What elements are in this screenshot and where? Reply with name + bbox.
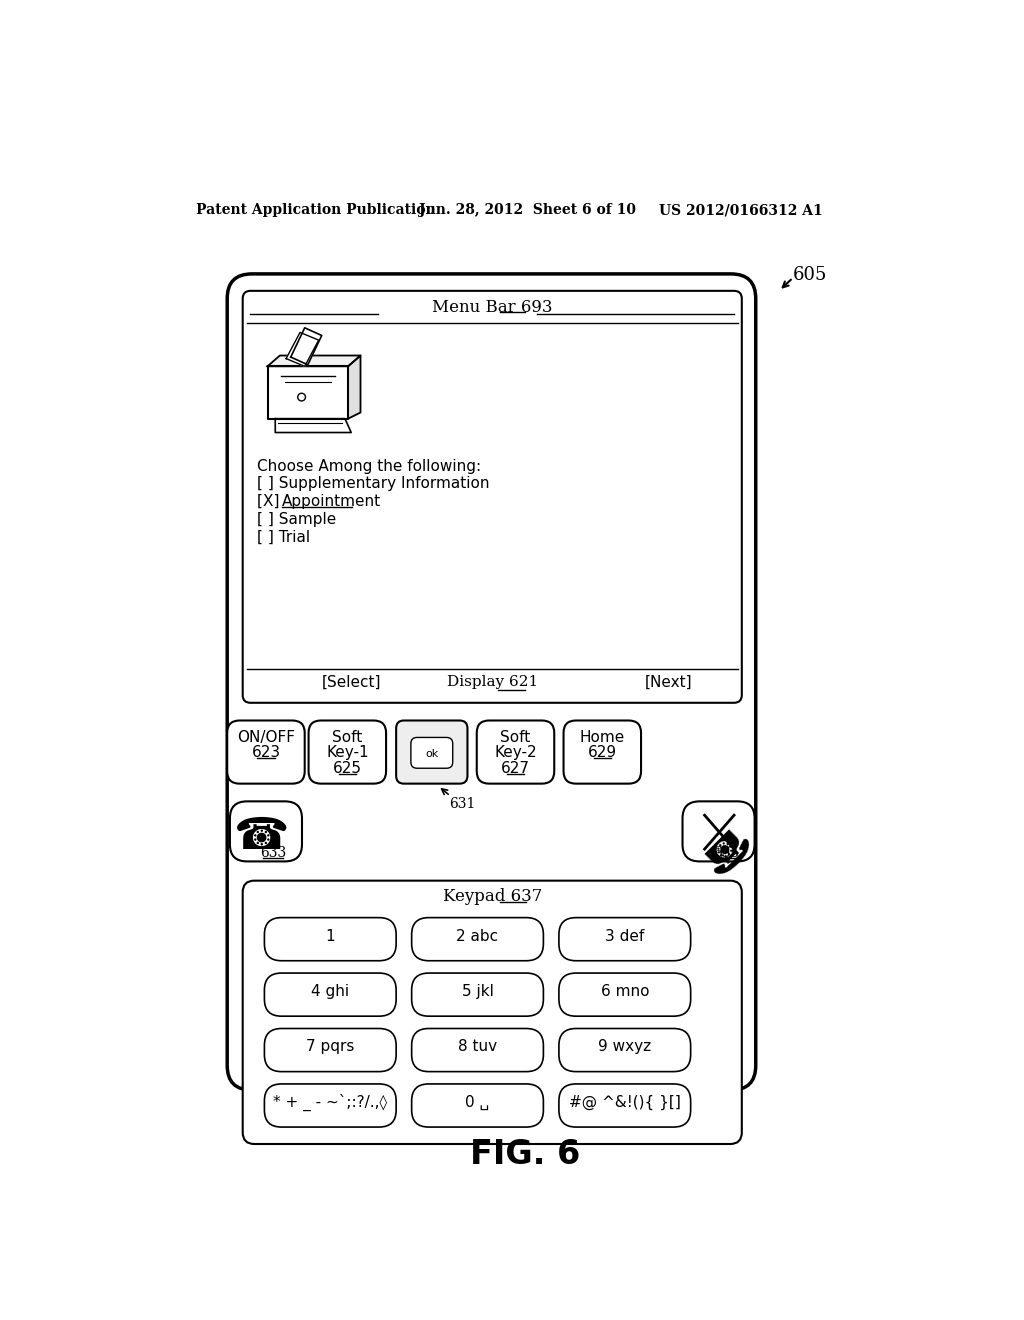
Text: Patent Application Publication: Patent Application Publication	[197, 203, 436, 216]
FancyBboxPatch shape	[412, 973, 544, 1016]
Text: 0 ␣: 0 ␣	[466, 1094, 489, 1110]
FancyBboxPatch shape	[477, 721, 554, 784]
FancyBboxPatch shape	[230, 801, 302, 862]
Text: 625: 625	[333, 760, 361, 776]
Text: Soft: Soft	[332, 730, 362, 744]
FancyBboxPatch shape	[227, 275, 756, 1090]
Text: ☎: ☎	[687, 817, 754, 883]
Text: ☎: ☎	[234, 816, 290, 858]
Text: Soft: Soft	[501, 730, 530, 744]
Text: * + _ - ~`;:?/.,◊: * + _ - ~`;:?/.,◊	[273, 1094, 387, 1111]
Text: 8 tuv: 8 tuv	[458, 1039, 497, 1055]
FancyBboxPatch shape	[264, 917, 396, 961]
FancyBboxPatch shape	[412, 1084, 544, 1127]
Text: ON/OFF: ON/OFF	[237, 730, 295, 744]
Text: 1: 1	[326, 928, 335, 944]
Text: Display 621: Display 621	[446, 675, 538, 689]
FancyBboxPatch shape	[264, 1084, 396, 1127]
Polygon shape	[275, 418, 351, 433]
Text: [Next]: [Next]	[644, 675, 692, 690]
Polygon shape	[286, 333, 318, 367]
FancyBboxPatch shape	[559, 917, 690, 961]
Text: 6 mno: 6 mno	[600, 983, 649, 999]
Polygon shape	[267, 367, 348, 418]
Text: 3 def: 3 def	[605, 928, 644, 944]
Text: 633: 633	[260, 846, 287, 861]
Text: [X]: [X]	[257, 494, 284, 510]
FancyBboxPatch shape	[396, 721, 467, 784]
Text: 629: 629	[588, 744, 616, 760]
Text: [ ] Sample: [ ] Sample	[257, 512, 336, 527]
Text: Menu Bar 693: Menu Bar 693	[432, 298, 553, 315]
Text: 4 ghi: 4 ghi	[311, 983, 349, 999]
Text: Home: Home	[580, 730, 625, 744]
Text: Choose Among the following:: Choose Among the following:	[257, 459, 481, 474]
Text: 9 wxyz: 9 wxyz	[598, 1039, 651, 1055]
Polygon shape	[267, 355, 360, 367]
FancyBboxPatch shape	[227, 721, 305, 784]
Text: 627: 627	[501, 760, 530, 776]
Text: 2 abc: 2 abc	[457, 928, 499, 944]
Text: 623: 623	[251, 744, 281, 760]
Text: [ ] Supplementary Information: [ ] Supplementary Information	[257, 477, 489, 491]
Text: US 2012/0166312 A1: US 2012/0166312 A1	[658, 203, 822, 216]
Text: Key-1: Key-1	[326, 744, 369, 760]
FancyBboxPatch shape	[683, 801, 755, 862]
Circle shape	[298, 393, 305, 401]
Text: [ ] Trial: [ ] Trial	[257, 529, 310, 545]
FancyBboxPatch shape	[559, 1084, 690, 1127]
FancyBboxPatch shape	[243, 880, 741, 1144]
Text: #@ ^&!(){ }[]: #@ ^&!(){ }[]	[569, 1094, 681, 1110]
Text: ok: ok	[425, 748, 438, 759]
Text: 7 pqrs: 7 pqrs	[306, 1039, 354, 1055]
FancyBboxPatch shape	[411, 738, 453, 768]
FancyBboxPatch shape	[264, 1028, 396, 1072]
Text: FIG. 6: FIG. 6	[470, 1138, 580, 1171]
Text: 605: 605	[793, 267, 827, 284]
FancyBboxPatch shape	[308, 721, 386, 784]
Text: Appointment: Appointment	[283, 494, 381, 510]
FancyBboxPatch shape	[412, 917, 544, 961]
Text: [Select]: [Select]	[322, 675, 381, 690]
Text: Jun. 28, 2012  Sheet 6 of 10: Jun. 28, 2012 Sheet 6 of 10	[419, 203, 636, 216]
Text: 635: 635	[713, 846, 739, 861]
FancyBboxPatch shape	[559, 973, 690, 1016]
FancyBboxPatch shape	[563, 721, 641, 784]
Text: Keypad 637: Keypad 637	[442, 888, 542, 906]
Polygon shape	[348, 355, 360, 418]
FancyBboxPatch shape	[243, 290, 741, 702]
FancyBboxPatch shape	[264, 973, 396, 1016]
Polygon shape	[291, 327, 322, 364]
FancyBboxPatch shape	[412, 1028, 544, 1072]
Text: 5 jkl: 5 jkl	[462, 983, 494, 999]
Text: Key-2: Key-2	[495, 744, 537, 760]
Text: 631: 631	[449, 797, 475, 812]
FancyBboxPatch shape	[559, 1028, 690, 1072]
